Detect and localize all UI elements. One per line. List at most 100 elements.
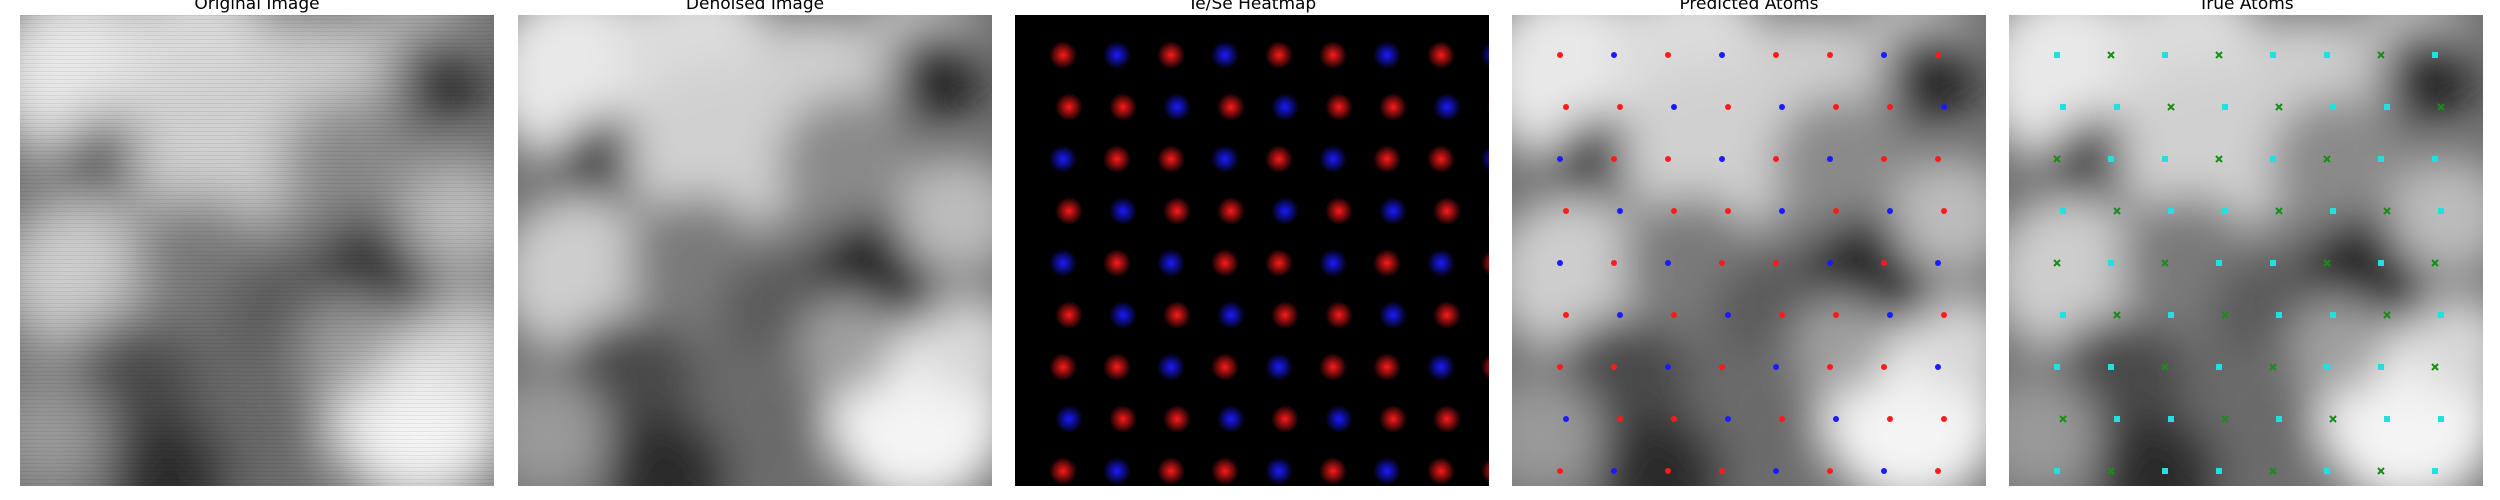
- heatmap-spot: [1433, 405, 1461, 433]
- heatmap-spot: [1319, 249, 1347, 277]
- true-atom-marker: [2113, 311, 2121, 319]
- heatmap-spot: [1109, 301, 1137, 329]
- heatmap-spot: [1487, 411, 1489, 427]
- true-atom-marker: [2437, 103, 2445, 111]
- true-atom-marker: [2161, 363, 2169, 371]
- true-atom-marker: [2383, 311, 2391, 319]
- heatmap-spot: [1217, 197, 1245, 225]
- predicted-atom-marker: [1887, 208, 1893, 214]
- original-image-title: Original Image: [194, 0, 320, 14]
- predicted-atom-marker: [1557, 364, 1563, 370]
- heatmap-spot: [1265, 457, 1293, 485]
- true-atom-marker: [2108, 156, 2114, 162]
- heatmap-spot: [1055, 301, 1083, 329]
- true-atom-marker: [2059, 415, 2067, 423]
- denoised-image-panel: Denoised Image: [518, 0, 992, 500]
- true-atom-marker: [2167, 103, 2175, 111]
- heatmap-spot: [1049, 145, 1077, 173]
- true-atom-marker: [2054, 364, 2060, 370]
- true-atom-marker: [2054, 468, 2060, 474]
- heatmap-spot: [1163, 197, 1191, 225]
- heatmap-spot: [1481, 354, 1489, 380]
- predicted-atom-marker: [1557, 156, 1563, 162]
- denoised-image: [518, 15, 992, 486]
- heatmap-spot: [1379, 405, 1407, 433]
- heatmap-spot: [1217, 301, 1245, 329]
- predicted-atom-marker: [1941, 416, 1947, 422]
- heatmap-spot: [1211, 353, 1239, 381]
- true-atom-marker: [2330, 104, 2336, 110]
- predicted-atom-marker: [1665, 364, 1671, 370]
- predicted-atom-marker: [1779, 312, 1785, 318]
- predicted-atom-marker: [1827, 364, 1833, 370]
- heatmap-spot: [1211, 249, 1239, 277]
- heatmap-spot: [1379, 93, 1407, 121]
- predicted-atom-marker: [1773, 364, 1779, 370]
- heatmap-spot: [1433, 301, 1461, 329]
- predicted-atoms-panel: Predicted Atoms: [1512, 0, 1986, 500]
- heatmap-spot: [1481, 42, 1489, 68]
- true-atom-marker: [2270, 52, 2276, 58]
- heatmap-spot: [1265, 41, 1293, 69]
- heatmap-spot: [1271, 301, 1299, 329]
- true-atom-marker: [2330, 312, 2336, 318]
- true-atom-marker: [2216, 364, 2222, 370]
- predicted-atom-marker: [1617, 104, 1623, 110]
- predicted-atom-marker: [1941, 104, 1947, 110]
- predicted-atom-marker: [1719, 52, 1725, 58]
- heatmap-spot: [1049, 41, 1077, 69]
- predicted-atom-marker: [1665, 52, 1671, 58]
- true-atom-marker: [2222, 104, 2228, 110]
- true-atom-marker: [2221, 311, 2229, 319]
- predicted-atom-marker: [1881, 156, 1887, 162]
- heatmap-spot: [1157, 249, 1185, 277]
- heatmap-spot: [1487, 203, 1489, 219]
- heatmap-spot: [1265, 145, 1293, 173]
- true-atom-marker: [2113, 207, 2121, 215]
- heatmap-spot: [1265, 353, 1293, 381]
- true-atom-marker: [2054, 52, 2060, 58]
- true-atom-marker: [2060, 208, 2066, 214]
- original-image-panel: Original Image: [20, 0, 494, 500]
- predicted-atom-marker: [1719, 260, 1725, 266]
- heatmap-spot: [1103, 249, 1131, 277]
- heatmap-spot: [1271, 197, 1299, 225]
- heatmap-spot: [1049, 249, 1077, 277]
- true-atom-marker: [2270, 260, 2276, 266]
- predicted-atom-marker: [1719, 156, 1725, 162]
- heatmap-spot: [1103, 145, 1131, 173]
- predicted-atom-marker: [1935, 260, 1941, 266]
- predicted-atom-marker: [1611, 364, 1617, 370]
- heatmap-spot: [1373, 457, 1401, 485]
- true-atom-marker: [2438, 416, 2444, 422]
- heatmap-title: Te/Se Heatmap: [1187, 0, 1317, 14]
- predicted-atom-marker: [1773, 52, 1779, 58]
- heatmap-spot: [1325, 301, 1353, 329]
- heatmap-spot: [1481, 146, 1489, 172]
- true-atom-marker: [2324, 364, 2330, 370]
- predicted-atom-marker: [1827, 260, 1833, 266]
- heatmap-spot: [1157, 41, 1185, 69]
- true-atom-marker: [2324, 52, 2330, 58]
- true-atom-marker: [2330, 208, 2336, 214]
- true-atom-marker: [2107, 51, 2115, 59]
- heatmap-spot: [1433, 93, 1461, 121]
- predicted-atom-marker: [1671, 208, 1677, 214]
- heatmap-spot: [1109, 197, 1137, 225]
- predicted-atom-marker: [1881, 364, 1887, 370]
- predicted-atom-marker: [1725, 312, 1731, 318]
- true-atom-marker: [2168, 416, 2174, 422]
- true-atoms-title: True Atoms: [2198, 0, 2294, 14]
- true-atom-marker: [2060, 312, 2066, 318]
- heatmap-spot: [1373, 353, 1401, 381]
- heatmap-spot: [1325, 405, 1353, 433]
- predicted-atom-marker: [1671, 312, 1677, 318]
- true-atom-marker: [2275, 103, 2283, 111]
- predicted-atom-marker: [1563, 104, 1569, 110]
- true-atom-marker: [2108, 260, 2114, 266]
- true-atom-marker: [2329, 415, 2337, 423]
- true-atom-marker: [2275, 207, 2283, 215]
- predicted-atom-marker: [1617, 416, 1623, 422]
- true-atom-marker: [2378, 260, 2384, 266]
- true-atom-marker: [2162, 468, 2168, 474]
